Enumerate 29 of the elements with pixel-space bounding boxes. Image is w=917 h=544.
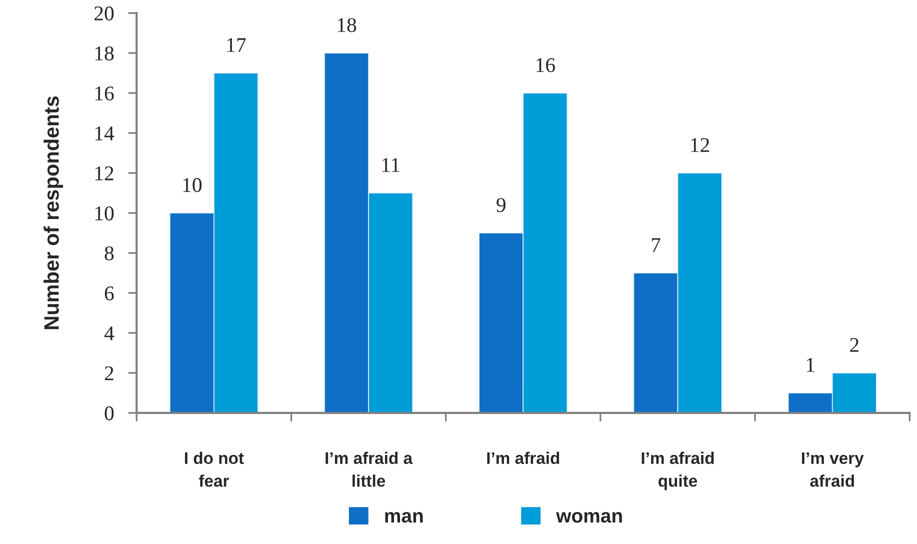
x-tick-label: I’m afraid quite	[642, 452, 714, 490]
data-label: 16	[536, 58, 555, 72]
data-label: 10	[183, 178, 202, 192]
data-label: 12	[691, 138, 710, 152]
data-label: 17	[227, 38, 246, 52]
x-tick-label: I’m very afraid	[802, 452, 864, 487]
legend-label: woman	[556, 512, 622, 523]
y-tick-label: 8	[104, 246, 114, 260]
data-label: 11	[382, 158, 400, 172]
y-tick-label: 0	[104, 406, 114, 420]
x-tick-label: I’m afraid a little	[326, 452, 413, 487]
y-tick-label: 16	[95, 86, 114, 100]
data-label: 9	[496, 198, 506, 212]
y-tick-label: 20	[94, 6, 114, 20]
y-axis-title: Number of respondents	[44, 96, 64, 330]
y-tick-label: 12	[95, 166, 114, 180]
y-tick-label: 14	[95, 126, 114, 140]
y-tick-label: 6	[104, 286, 114, 300]
data-label: 2	[850, 338, 858, 352]
y-tick-label: 4	[104, 326, 114, 340]
legend-label: man	[385, 512, 423, 523]
data-label: 1	[806, 358, 814, 372]
x-tick-label: I do not fear	[184, 452, 244, 487]
y-tick-label: 2	[104, 366, 114, 380]
x-tick-label: I’m afraid	[487, 452, 560, 464]
y-tick-label: 18	[95, 46, 114, 60]
data-label: 18	[338, 18, 356, 32]
y-tick-label: 10	[95, 206, 114, 220]
data-label: 7	[652, 238, 660, 252]
